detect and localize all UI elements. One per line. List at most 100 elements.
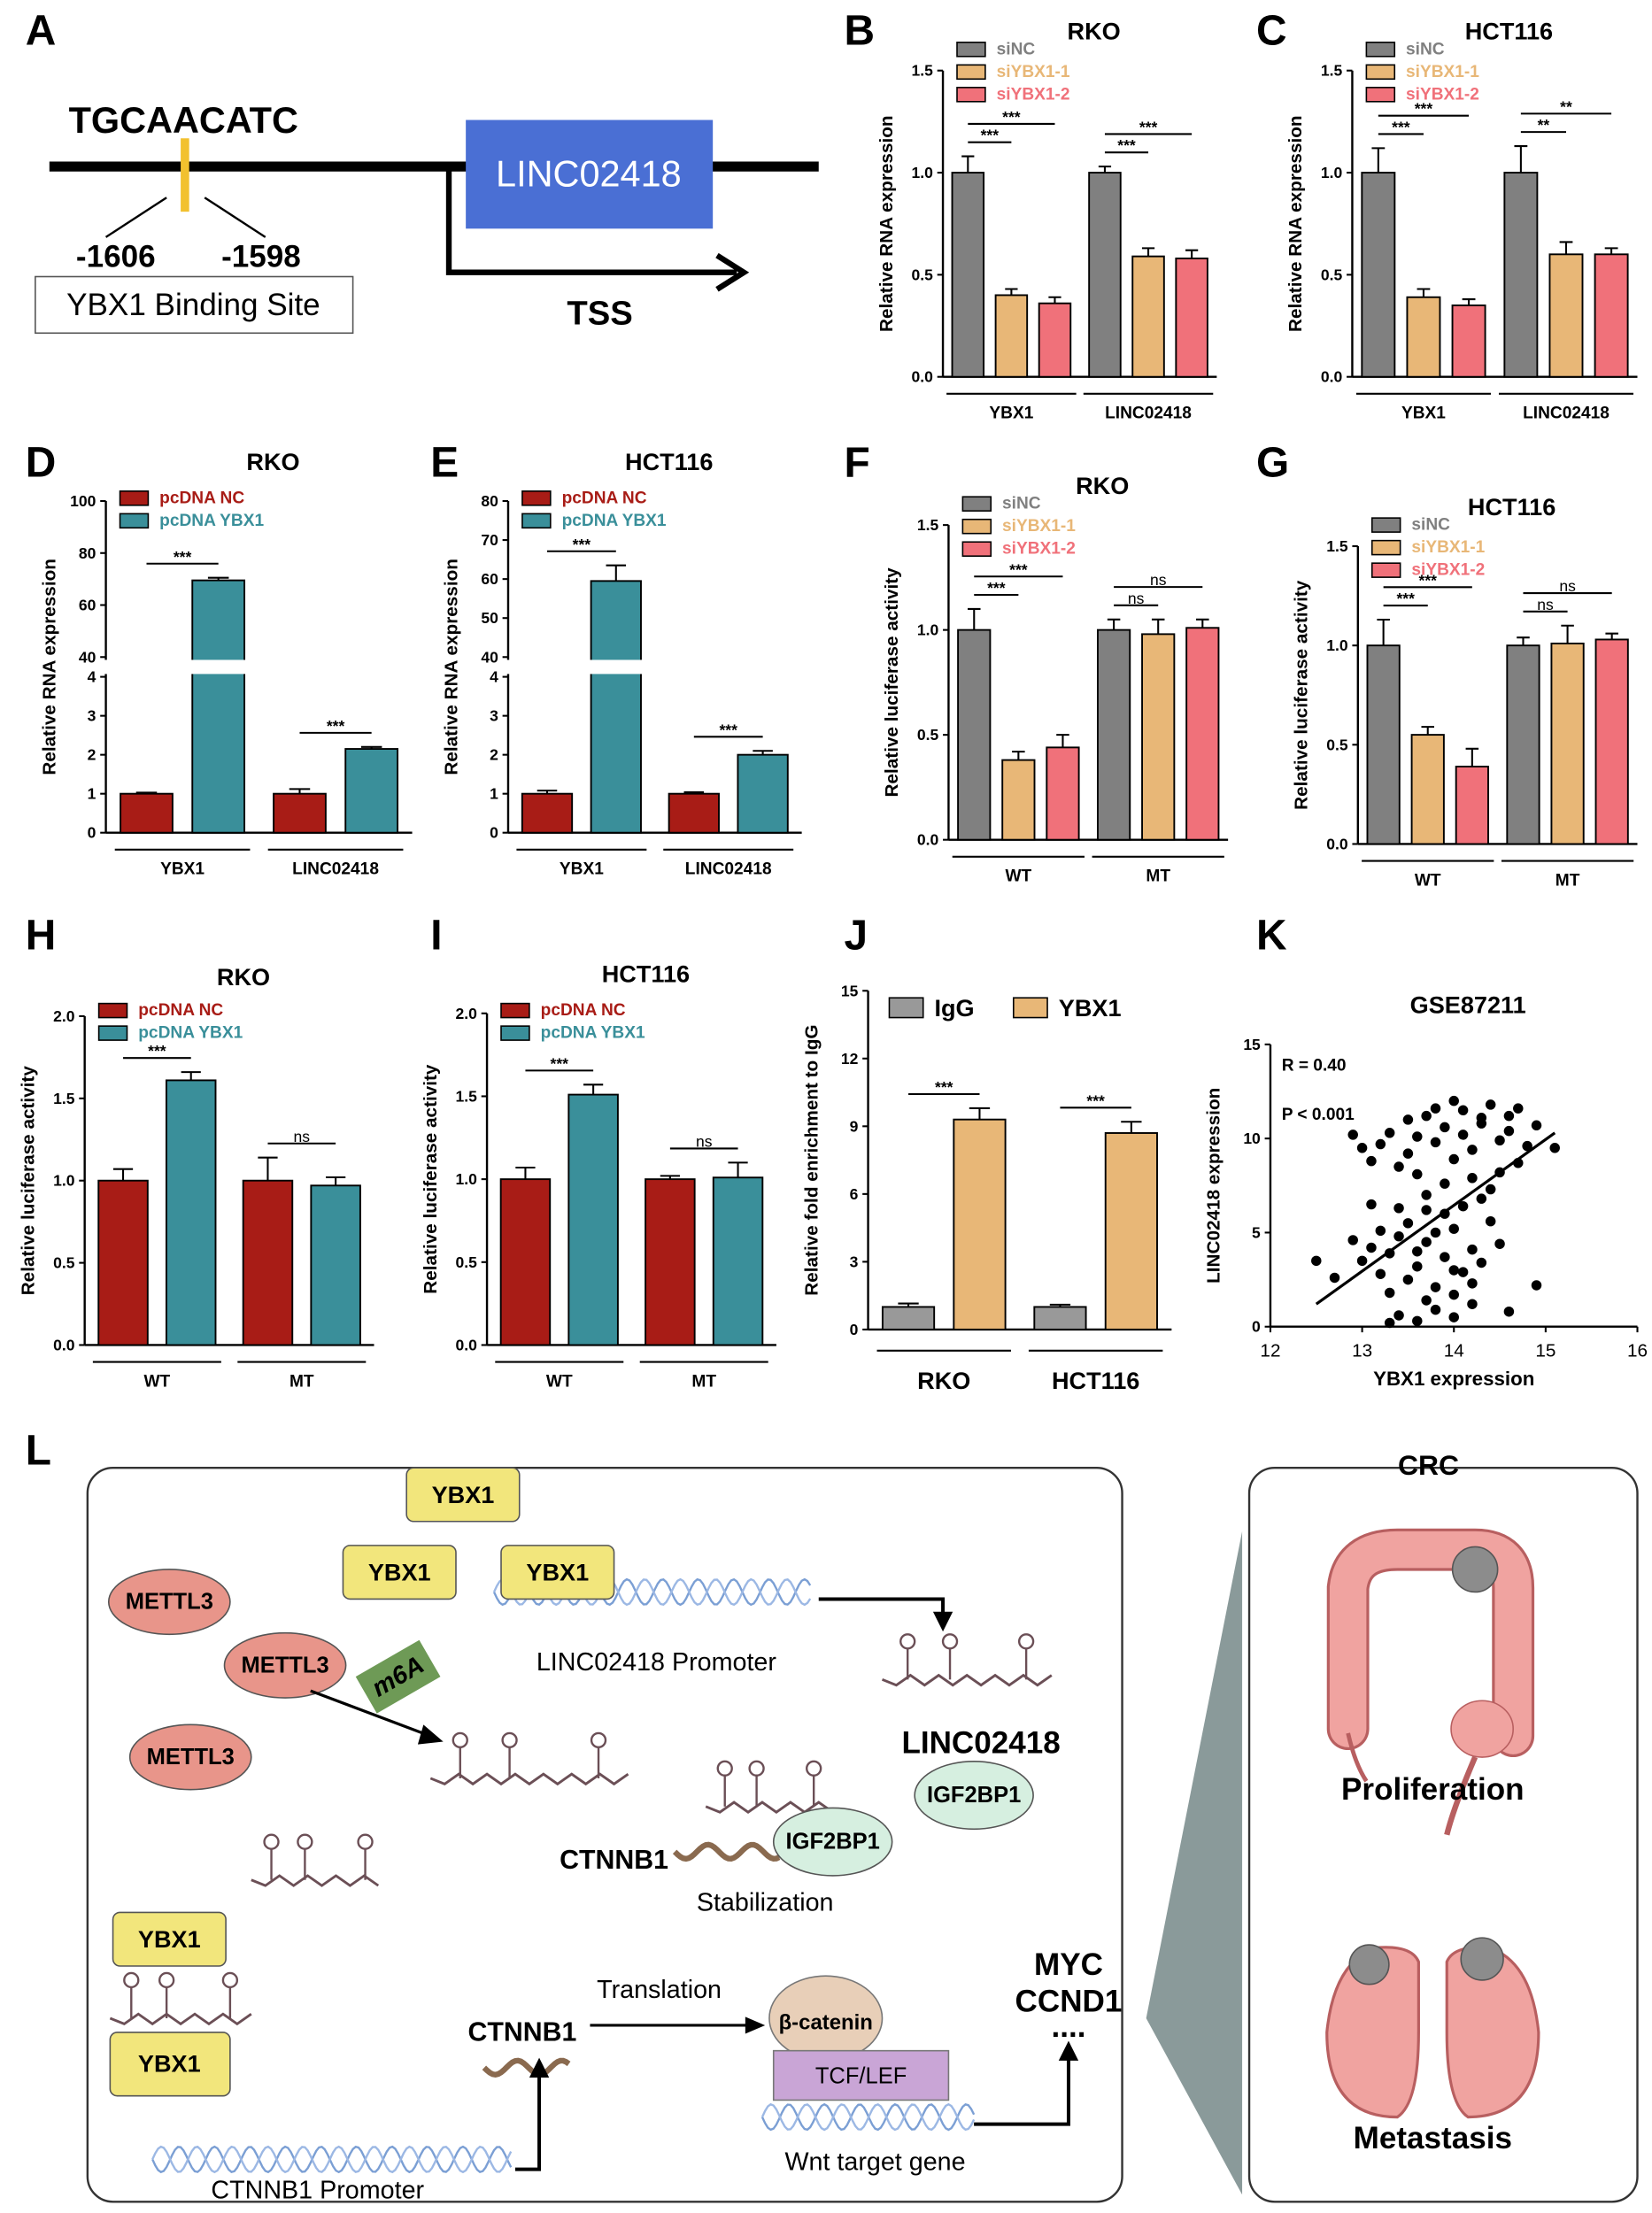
point <box>1366 1242 1377 1253</box>
legend-swatch <box>500 1002 530 1019</box>
point <box>1430 1137 1441 1148</box>
arrow <box>514 2071 542 2171</box>
ybx1-box <box>342 1545 457 1600</box>
y-tick-label: 0 <box>88 824 96 842</box>
point <box>1503 1306 1515 1317</box>
y-tick-label: 0.0 <box>53 1336 75 1353</box>
point <box>1503 1125 1515 1137</box>
y-tick-label: 4 <box>490 668 498 686</box>
x-tick-label: WT <box>144 1372 171 1391</box>
point <box>1531 1280 1542 1291</box>
axis-break <box>98 659 413 675</box>
legend-swatch <box>97 1025 128 1041</box>
significance-label: *** <box>1086 1091 1105 1109</box>
rna-loop <box>123 1971 140 1989</box>
point <box>1457 1130 1469 1140</box>
x-tick-label: WT <box>546 1372 573 1391</box>
legend-swatch <box>961 541 992 557</box>
legend-swatch <box>1365 42 1396 58</box>
significance-label: *** <box>174 548 192 566</box>
rna <box>251 1874 380 1887</box>
arrowhead <box>1058 2040 1079 2061</box>
legend-label: pcDNA NC <box>138 1001 223 1020</box>
y-tick-label: 0.5 <box>53 1254 75 1272</box>
x-tick-label: WT <box>1005 867 1031 886</box>
arrowhead <box>932 1611 953 1632</box>
point <box>1457 1105 1469 1116</box>
ybx1-box <box>405 1467 521 1523</box>
point <box>1531 1120 1542 1131</box>
panel-label: C <box>1256 8 1287 55</box>
legend-swatch <box>521 490 552 506</box>
y-tick-label: 2 <box>490 746 498 764</box>
gene-box <box>466 120 714 229</box>
point <box>1467 1145 1478 1155</box>
legend-label: IgG <box>934 994 974 1022</box>
x-tick-label: MT <box>1556 871 1580 890</box>
rna-loop <box>941 1633 959 1650</box>
point <box>1311 1255 1322 1267</box>
error-bar <box>1049 1303 1071 1307</box>
chart-title: HCT116 <box>1465 18 1553 45</box>
point <box>1440 1252 1450 1262</box>
appendix <box>1346 1732 1369 1783</box>
y-tick-label: 1.0 <box>456 1170 478 1188</box>
point <box>1375 1268 1386 1279</box>
legend-label: siNC <box>1411 516 1450 535</box>
significance-label: *** <box>719 721 737 738</box>
rna-loop <box>297 1833 313 1850</box>
tss-arrowhead <box>715 252 750 292</box>
y-tick-label: 40 <box>79 648 96 666</box>
y-tick-label: 0.0 <box>456 1336 478 1353</box>
y-tick-label: 3 <box>88 707 96 725</box>
panel-label: D <box>26 439 57 486</box>
error-bar <box>537 790 558 794</box>
point <box>1375 1138 1386 1150</box>
rna-loop <box>1017 1633 1035 1650</box>
y-tick-label: 1.0 <box>1321 164 1343 181</box>
bar <box>712 1176 764 1346</box>
y-tick-label: 1.5 <box>1326 537 1348 555</box>
error-bar <box>969 1106 991 1120</box>
legend-label: siYBX1-1 <box>1002 517 1076 536</box>
point <box>1448 1312 1459 1322</box>
point <box>1430 1103 1441 1114</box>
error-bar <box>1012 751 1025 760</box>
y-axis-label: Relative RNA expression <box>876 115 897 332</box>
rna-loop <box>590 1731 607 1749</box>
chart-title: GSE87211 <box>1410 991 1526 1019</box>
mettl3-label: METTL3 <box>126 1590 213 1615</box>
significance-label: *** <box>1009 560 1028 578</box>
tss-label: TSS <box>567 294 632 332</box>
bar <box>590 580 642 834</box>
error-bar <box>583 1083 604 1095</box>
bar <box>1104 1132 1158 1330</box>
pointer <box>104 197 167 238</box>
significance-label: *** <box>148 1042 166 1060</box>
site-end: -1598 <box>221 240 301 274</box>
point <box>1549 1143 1560 1153</box>
y-axis-label: Relative luciferase activity <box>882 567 902 798</box>
error-bar <box>1421 726 1434 736</box>
bar <box>191 579 246 834</box>
lung <box>1445 1946 1540 2119</box>
y-tick-label: 0.5 <box>917 726 939 744</box>
pointer <box>204 197 266 238</box>
significance-label: ns <box>1128 590 1145 607</box>
x-tick-label: MT <box>691 1372 716 1391</box>
bar <box>994 294 1029 378</box>
bar <box>1141 633 1176 841</box>
bar <box>1088 172 1122 378</box>
error-bar <box>961 155 975 173</box>
figure-content: A B C D E F G H I J K L TGCAACATC -1606 … <box>18 8 1648 2205</box>
error-bar <box>1056 734 1069 748</box>
point <box>1402 1148 1414 1159</box>
x-tick-label: 14 <box>1444 1340 1464 1361</box>
error-bar <box>1605 632 1618 640</box>
bar <box>1001 759 1036 841</box>
y-tick-label: 5 <box>1252 1223 1261 1241</box>
point <box>1457 1200 1469 1212</box>
error-bar <box>1185 249 1199 258</box>
legend-swatch <box>888 997 924 1019</box>
point <box>1467 1299 1478 1309</box>
